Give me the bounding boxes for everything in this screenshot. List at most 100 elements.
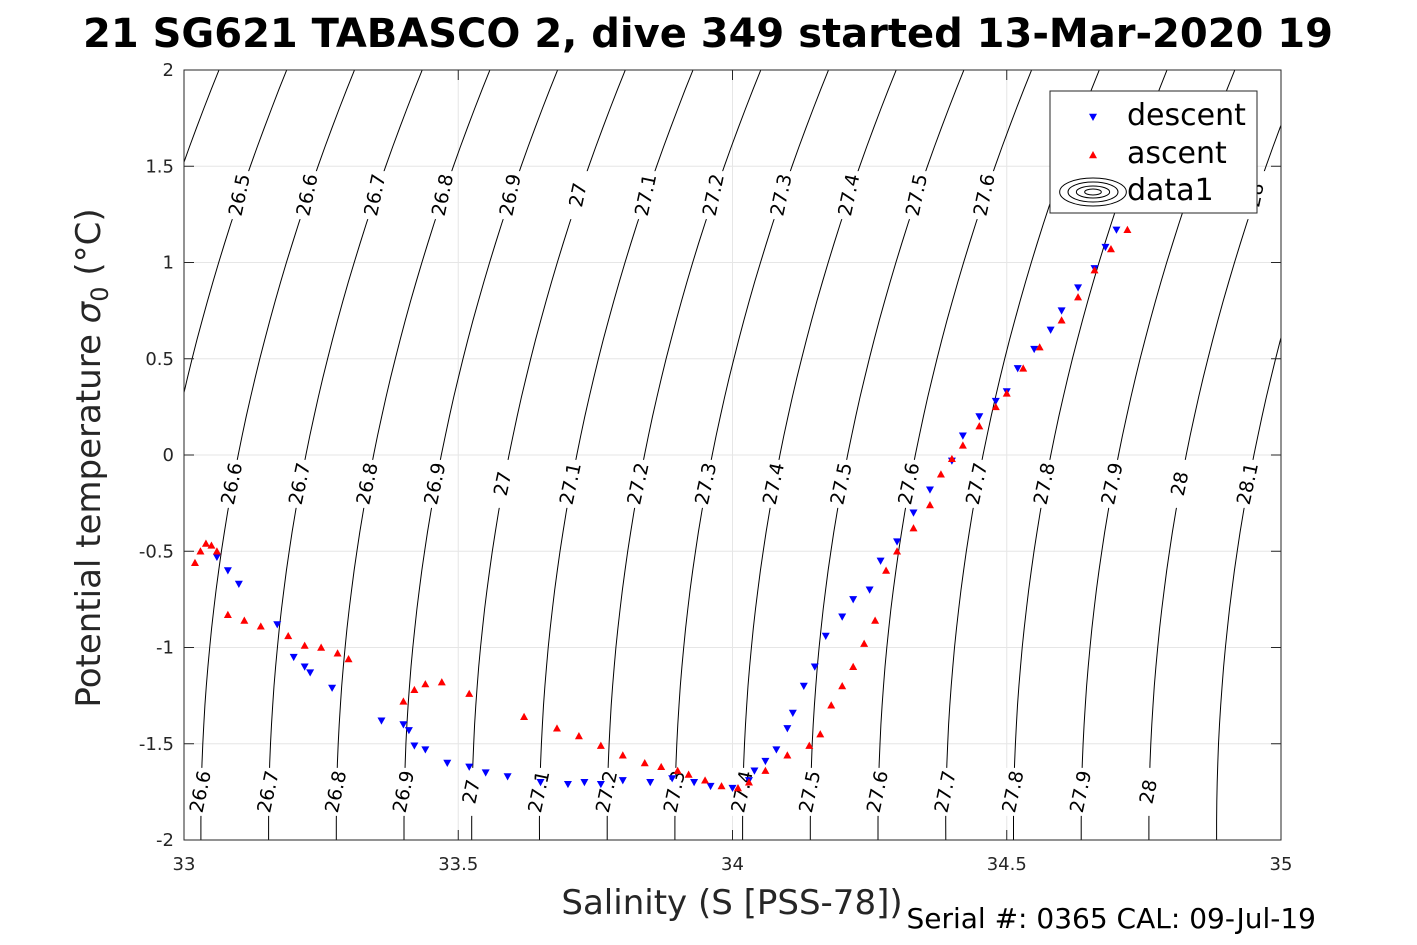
contour-top-label: 27 [565, 181, 592, 209]
ascent-point [240, 616, 249, 624]
contour-bottom-label-bg [1002, 767, 1025, 816]
ascent-point [574, 732, 583, 740]
descent-point [223, 567, 232, 575]
contour-mid-label-bg [831, 459, 854, 508]
ascent-point [437, 678, 446, 686]
contour-bottom-label-bg [461, 767, 484, 816]
ascent-point [201, 539, 210, 547]
descent-point [289, 653, 298, 662]
descent-point [618, 777, 627, 785]
contour-mid-label-bg [289, 459, 312, 508]
ascent-point [256, 622, 265, 630]
descent-point [783, 725, 792, 733]
descent-point [1057, 307, 1066, 315]
descent-point [273, 621, 282, 629]
ascent-point [1002, 389, 1011, 397]
ascent-point [761, 766, 770, 774]
ascent-point [1123, 225, 1132, 233]
ascent-point [893, 547, 902, 555]
contour-top-label-bg [906, 171, 929, 220]
series-ascent [190, 225, 1132, 792]
descent-point [958, 432, 967, 440]
contour-top-label-bg [771, 171, 794, 220]
ascent-point [783, 751, 792, 759]
contour-bottom-label-bg [393, 767, 416, 816]
y-axis-label-main: Potential temperature [69, 323, 109, 707]
descent-point [1046, 326, 1055, 334]
descent-point [399, 721, 408, 729]
y-tick-label: -0.5 [139, 541, 174, 562]
contour-top-label-bg [974, 171, 997, 220]
ascent-point [333, 649, 342, 657]
contour-bottom-label-bg [325, 767, 348, 816]
y-axis-label-unit: (°C) [69, 208, 109, 286]
contour-mid-label-bg [357, 459, 380, 508]
contour-bottom-label-bg [1138, 767, 1161, 816]
ascent-point [701, 776, 710, 784]
contour-mid-label: 28 [1167, 470, 1194, 498]
ascent-point [827, 701, 836, 709]
descent-point [876, 557, 885, 565]
legend-marker-descent [1089, 113, 1097, 121]
descent-point [377, 717, 386, 725]
isopycnal-line [1216, 335, 1281, 840]
y-axis-label: Potential temperature σ0 (°C) [69, 208, 114, 707]
ascent-point [975, 422, 984, 430]
descent-point [1030, 345, 1039, 354]
descent-point [563, 780, 572, 789]
descent-point [465, 763, 474, 771]
ascent-point [1019, 364, 1028, 372]
ascent-point [947, 454, 956, 463]
ascent-point [207, 541, 216, 549]
ascent-point [673, 766, 682, 774]
descent-point [728, 784, 737, 793]
descent-point [1074, 284, 1083, 292]
contour-mid-label-bg [1237, 459, 1260, 508]
ascent-point [744, 778, 753, 786]
ascent-point [190, 558, 199, 566]
legend-marker-ascent [1089, 151, 1097, 159]
contour-top-label-bg [838, 171, 861, 220]
ascent-point [657, 762, 666, 771]
ascent-point [1106, 245, 1115, 253]
y-tick-label: 2 [163, 60, 174, 81]
x-tick-label: 34 [721, 854, 744, 875]
contour-bottom-label-bg [1070, 767, 1093, 816]
descent-point [481, 769, 490, 777]
descent-point [328, 684, 337, 692]
contour-mid-label-bg [1034, 459, 1057, 508]
contour-bottom-label-bg [596, 767, 619, 816]
contour-top-label-bg [703, 171, 726, 220]
ascent-point [958, 441, 967, 449]
ascent-point [1090, 266, 1099, 274]
descent-point [761, 757, 770, 766]
ascent-point [849, 662, 858, 670]
ascent-point [1074, 293, 1083, 301]
contour-bottom-label-bg [799, 767, 822, 816]
ascent-point [717, 782, 726, 790]
ascent-point [838, 682, 847, 690]
ascent-point [410, 685, 419, 694]
ascent-point [871, 616, 880, 624]
contour-bottom-label-bg [190, 767, 213, 816]
contour-top-label-bg [296, 171, 319, 220]
ascent-point [816, 730, 825, 738]
plot-area: 26.5 26.6 26.7 26.8 26.9 27 27.1 27.2 27.3 27.4 27… [139, 60, 1293, 875]
descent-point [443, 759, 452, 767]
ascent-point [733, 784, 742, 792]
descent-point [212, 553, 221, 562]
descent-point [580, 779, 589, 787]
descent-point [810, 663, 819, 671]
contour-top-label-bg [567, 171, 590, 220]
ascent-point [618, 751, 627, 759]
contour-bottom-label: 28 [1135, 778, 1162, 806]
ascent-point [1035, 343, 1044, 351]
x-tick-label: 35 [1270, 854, 1293, 875]
contour-bottom-label-bg [935, 767, 958, 816]
contour-bottom-label: 27 [458, 778, 485, 806]
contour-mid-label: 27 [490, 470, 517, 498]
descent-point [772, 746, 781, 754]
